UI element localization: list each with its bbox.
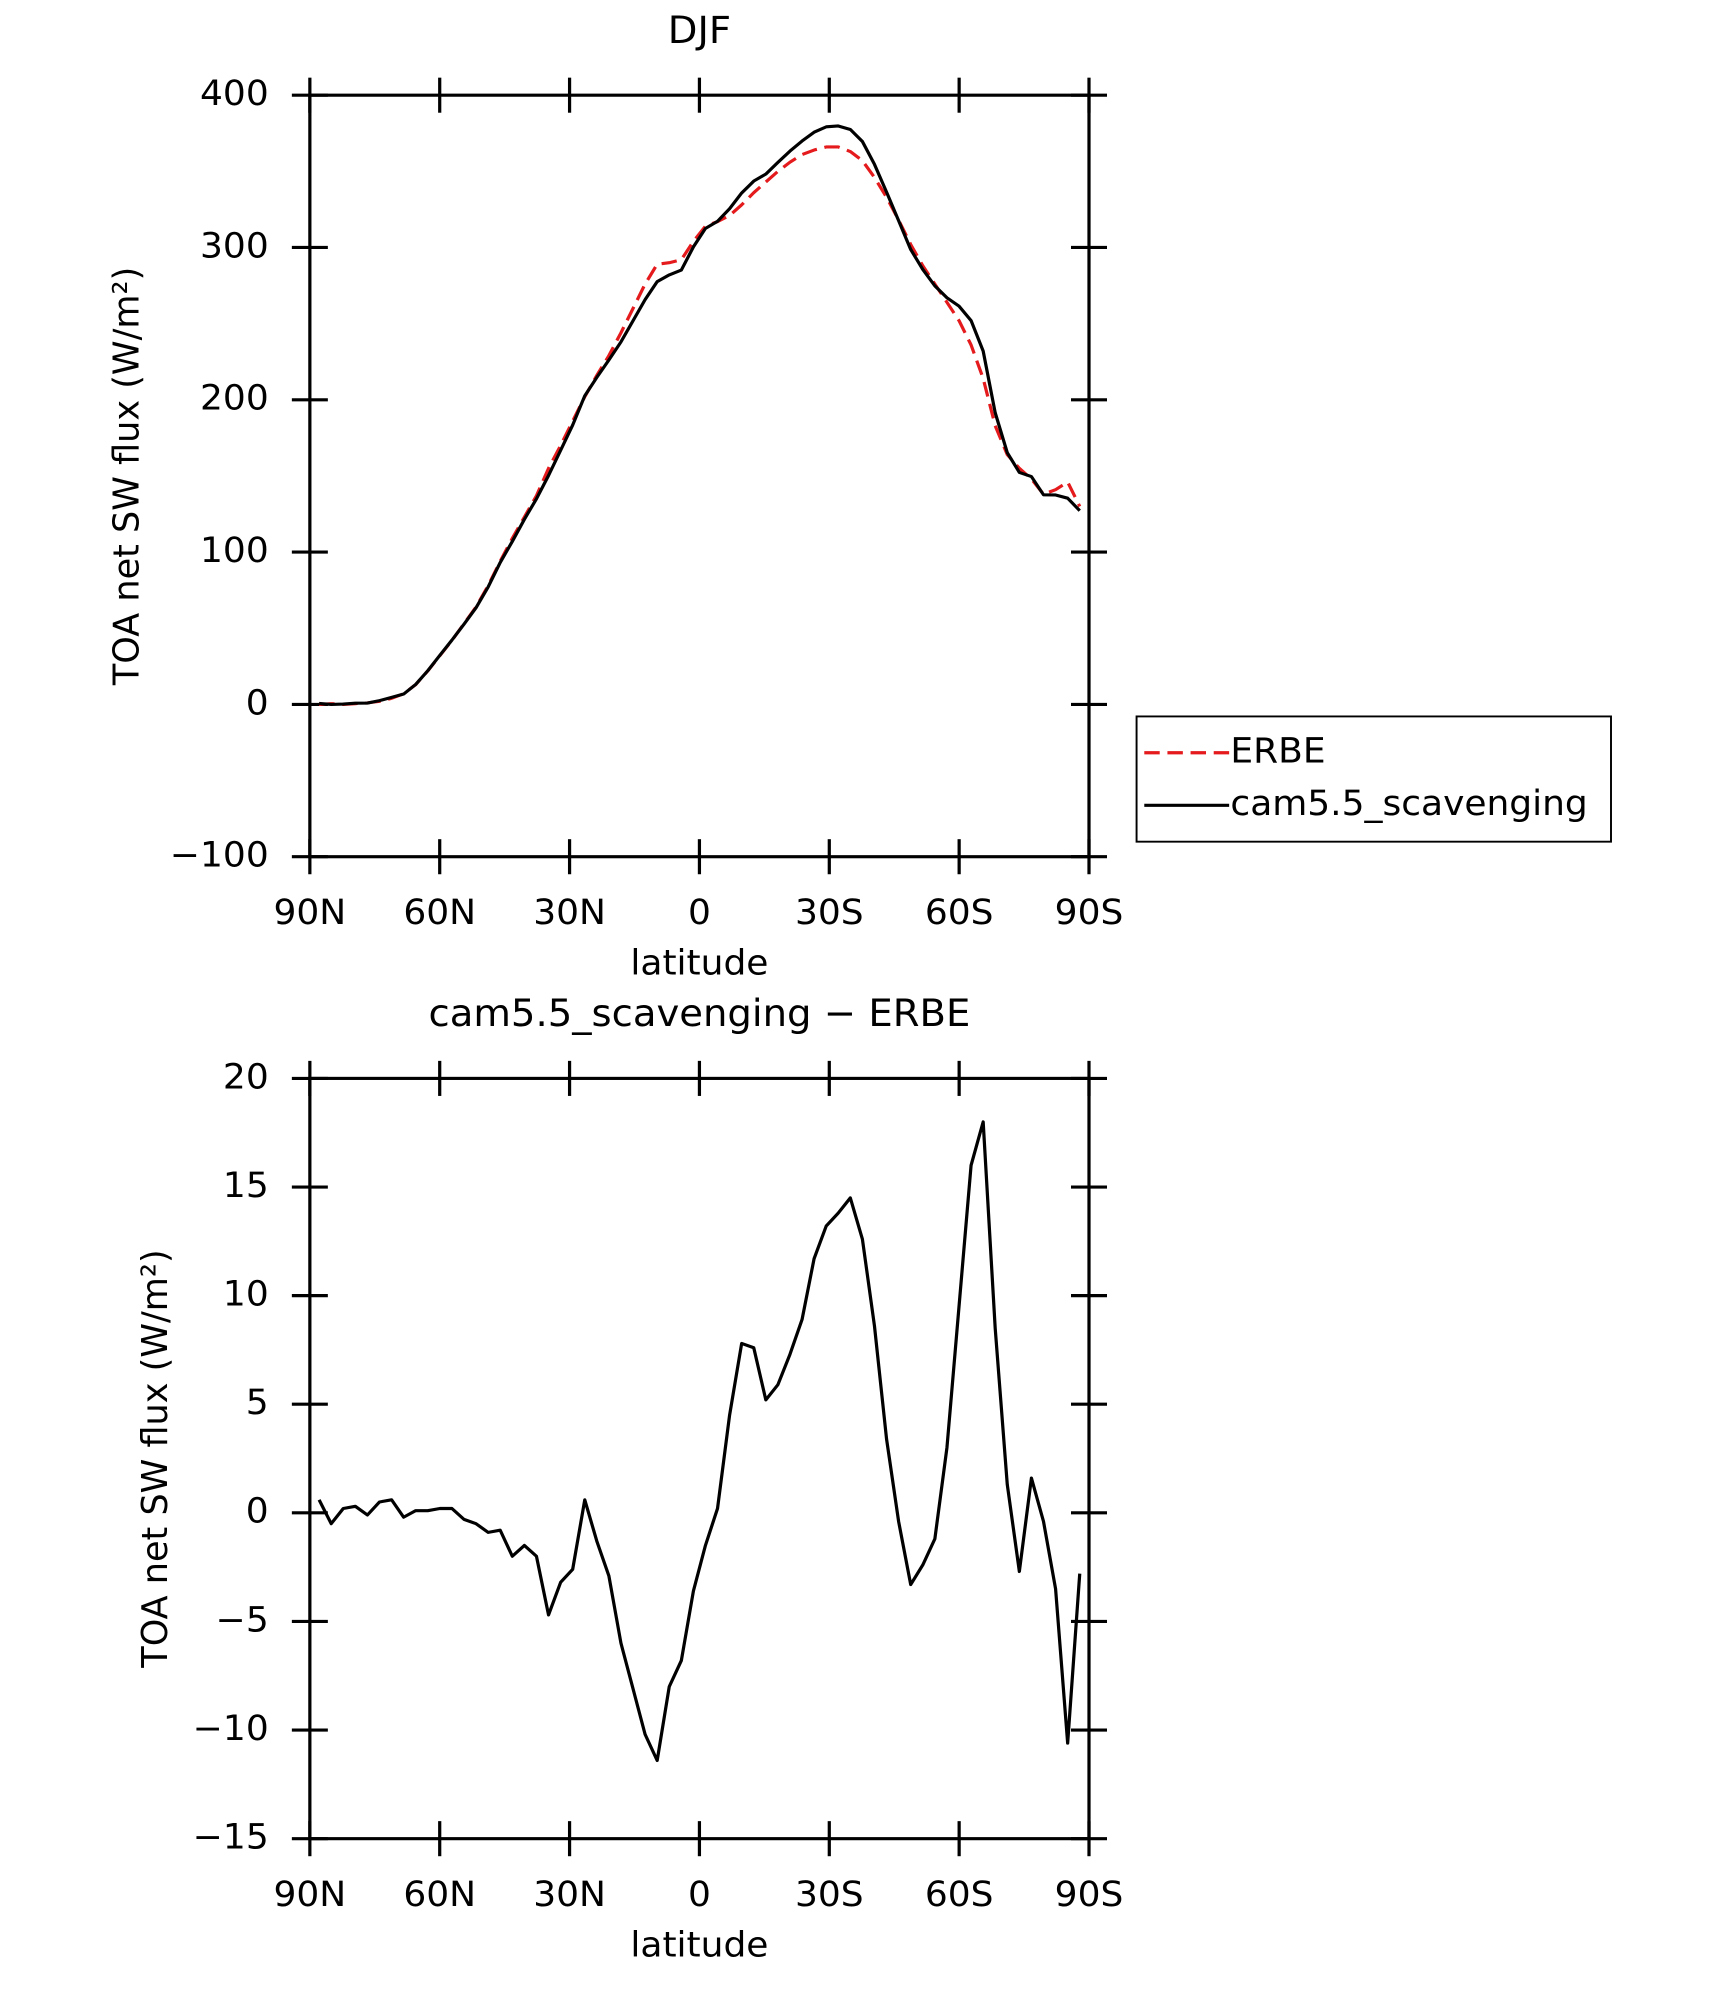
data-line	[318, 124, 1081, 706]
y-tick-label: 100	[200, 530, 269, 570]
chart-title: cam5.5_scavenging − ERBE	[429, 992, 971, 1035]
x-tick-label: 60S	[925, 1875, 994, 1915]
x-tick-label: 30N	[533, 1875, 606, 1915]
x-tick-label: 30S	[795, 893, 864, 933]
plot-frame	[308, 1076, 1091, 1841]
y-tick-label: −5	[216, 1600, 269, 1640]
x-tick-label: 60S	[925, 893, 994, 933]
chart-title: DJF	[668, 8, 731, 51]
y-tick-label: 300	[200, 226, 269, 266]
x-tick-label: 0	[688, 893, 711, 933]
y-tick-label: −15	[193, 1817, 269, 1857]
y-axis-label: TOA net SW flux (W/m²)	[106, 267, 148, 686]
y-tick-label: −100	[170, 835, 269, 875]
x-tick-label: 60N	[403, 1875, 476, 1915]
y-tick-label: 200	[200, 378, 269, 418]
y-tick-label: 5	[246, 1383, 269, 1423]
x-axis-label: latitude	[630, 1925, 768, 1965]
y-tick-label: 10	[223, 1274, 269, 1314]
y-tick-label: 0	[246, 683, 269, 723]
x-tick-label: 0	[688, 1875, 711, 1915]
y-tick-label: −10	[193, 1708, 269, 1748]
legend-label: ERBE	[1230, 731, 1325, 771]
y-tick-label: 0	[246, 1491, 269, 1531]
y-tick-label: 15	[223, 1165, 269, 1205]
x-tick-label: 90S	[1055, 893, 1124, 933]
x-tick-label: 90N	[274, 1875, 347, 1915]
x-tick-label: 30N	[533, 893, 606, 933]
x-tick-label: 60N	[403, 893, 476, 933]
data-line	[319, 145, 1082, 706]
data-line	[317, 1120, 1082, 1763]
x-tick-label: 90N	[274, 893, 347, 933]
legend-label: cam5.5_scavenging	[1230, 784, 1587, 824]
x-axis-label: latitude	[630, 943, 768, 983]
plot-frame	[308, 93, 1091, 859]
y-axis-label: TOA net SW flux (W/m²)	[135, 1249, 177, 1668]
y-tick-label: 20	[223, 1057, 269, 1097]
y-tick-label: 400	[200, 73, 269, 113]
x-tick-label: 30S	[795, 1875, 864, 1915]
x-tick-label: 90S	[1055, 1875, 1124, 1915]
legend-box	[1135, 715, 1612, 843]
